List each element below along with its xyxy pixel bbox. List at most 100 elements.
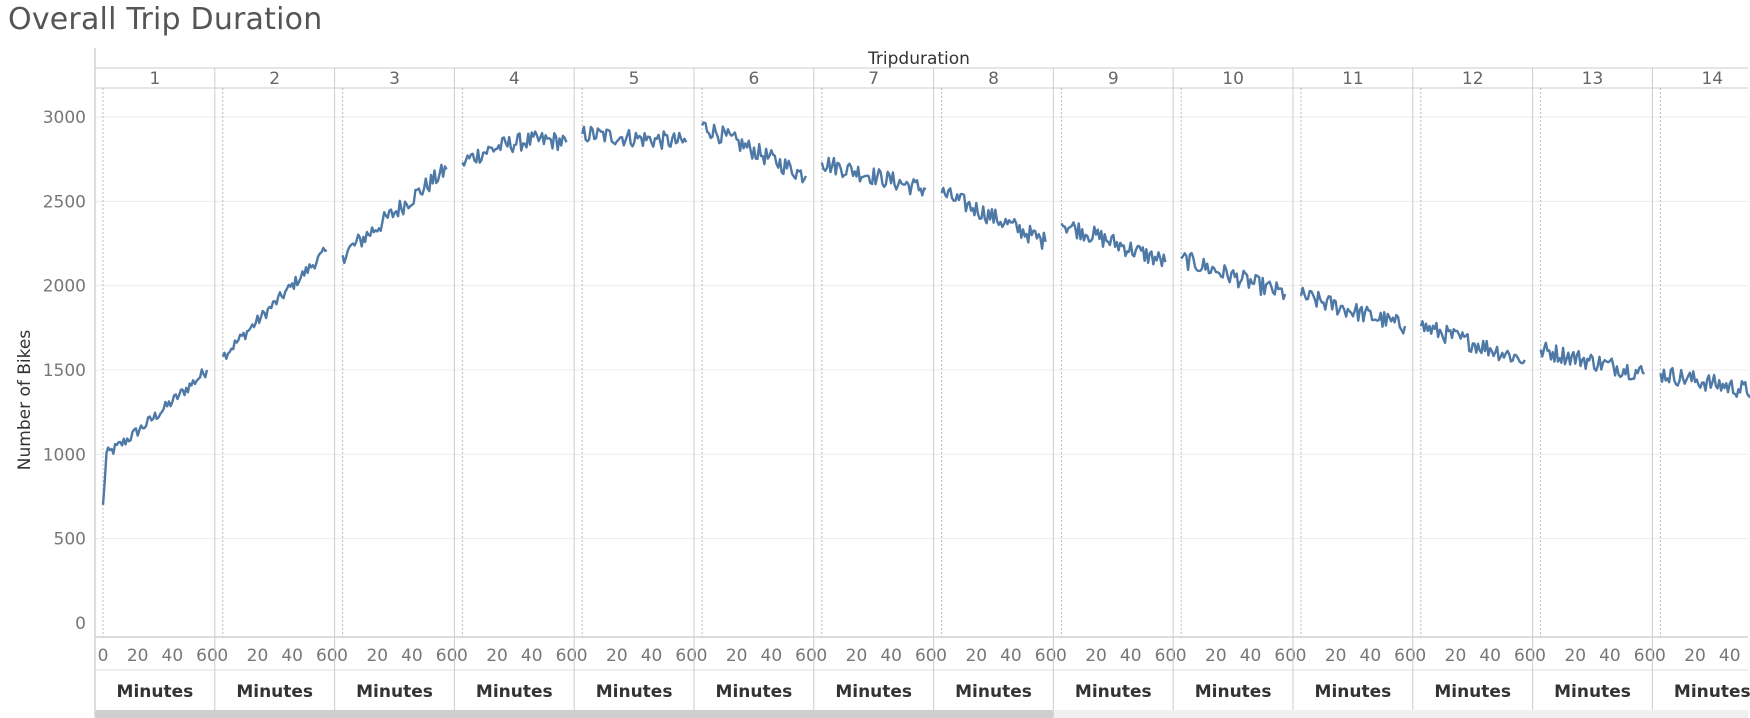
- x-tick-label: 0: [98, 646, 109, 666]
- chart-title: Overall Trip Duration: [8, 2, 323, 37]
- series-line: [940, 186, 1047, 250]
- x-tick-label: 40: [1479, 646, 1501, 666]
- series-line: [820, 156, 927, 197]
- x-tick-label: 0: [457, 646, 468, 666]
- series-line: [1299, 286, 1407, 335]
- y-tick-label: 2000: [43, 277, 86, 297]
- x-tick-label: 40: [1000, 646, 1022, 666]
- series-line: [581, 125, 688, 150]
- x-axis-title: Minutes: [716, 682, 793, 702]
- x-tick-label: 40: [1719, 646, 1741, 666]
- column-header-label: Tripduration: [867, 49, 970, 69]
- x-tick-label: 0: [1535, 646, 1546, 666]
- x-tick-label: 40: [281, 646, 303, 666]
- x-tick-label: 60: [1155, 646, 1177, 666]
- x-tick-label: 40: [641, 646, 663, 666]
- x-tick-label: 20: [606, 646, 628, 666]
- x-axis-title: Minutes: [1195, 682, 1272, 702]
- x-tick-label: 40: [880, 646, 902, 666]
- x-tick-label: 0: [217, 646, 228, 666]
- x-axis-title: Minutes: [1315, 682, 1392, 702]
- x-tick-label: 20: [1564, 646, 1586, 666]
- series-line: [1180, 251, 1287, 301]
- x-tick-label: 20: [1325, 646, 1347, 666]
- x-axis-title: Minutes: [1075, 682, 1152, 702]
- x-tick-label: 40: [1120, 646, 1142, 666]
- scrollbar-thumb[interactable]: [95, 710, 1054, 718]
- x-tick-label: 20: [965, 646, 987, 666]
- series-line: [1060, 221, 1167, 268]
- x-tick-label: 60: [556, 646, 578, 666]
- panel-header-label: 10: [1222, 69, 1244, 89]
- panel-header-label: 7: [868, 69, 879, 89]
- x-axis-title: Minutes: [117, 682, 194, 702]
- series-line: [101, 368, 209, 505]
- series-line: [700, 121, 808, 184]
- x-axis-title: Minutes: [1554, 682, 1631, 702]
- x-tick-label: 0: [1296, 646, 1307, 666]
- x-axis-title: Minutes: [476, 682, 553, 702]
- x-tick-label: 20: [1445, 646, 1467, 666]
- series-line: [1539, 341, 1645, 381]
- y-tick-label: 1000: [43, 445, 86, 465]
- x-tick-label: 0: [697, 646, 708, 666]
- x-tick-label: 60: [1274, 646, 1296, 666]
- y-tick-label: 0: [75, 614, 86, 634]
- panel-header-label: 5: [629, 69, 640, 89]
- x-axis-title: Minutes: [1674, 682, 1750, 702]
- panel-header-label: 13: [1582, 69, 1604, 89]
- x-tick-label: 0: [936, 646, 947, 666]
- series-line: [341, 163, 448, 265]
- x-tick-label: 20: [486, 646, 508, 666]
- panel-header-label: 4: [509, 69, 520, 89]
- y-tick-label: 1500: [43, 361, 86, 381]
- panel-header-label: 11: [1342, 69, 1364, 89]
- series-line: [1419, 320, 1526, 365]
- x-tick-label: 60: [1035, 646, 1057, 666]
- panel-header-label: 2: [269, 69, 280, 89]
- x-tick-label: 60: [675, 646, 697, 666]
- x-tick-label: 20: [846, 646, 868, 666]
- x-tick-label: 0: [816, 646, 827, 666]
- series-line: [461, 130, 568, 167]
- y-tick-label: 2500: [43, 192, 86, 212]
- x-tick-label: 60: [795, 646, 817, 666]
- x-tick-label: 20: [366, 646, 388, 666]
- y-tick-label: 3000: [43, 108, 86, 128]
- x-tick-label: 0: [1176, 646, 1187, 666]
- x-axis-title: Minutes: [236, 682, 313, 702]
- panel-header-label: 9: [1108, 69, 1119, 89]
- x-tick-label: 0: [1415, 646, 1426, 666]
- x-tick-label: 40: [162, 646, 184, 666]
- x-tick-label: 40: [521, 646, 543, 666]
- y-tick-label: 500: [54, 530, 86, 550]
- panel-header-label: 1: [149, 69, 160, 89]
- x-tick-label: 20: [247, 646, 269, 666]
- panel-header-label: 8: [988, 69, 999, 89]
- x-tick-label: 20: [1684, 646, 1706, 666]
- x-tick-label: 20: [726, 646, 748, 666]
- x-axis-title: Minutes: [596, 682, 673, 702]
- x-tick-label: 40: [1240, 646, 1262, 666]
- panel-header-label: 12: [1462, 69, 1484, 89]
- panel-header-label: 6: [748, 69, 759, 89]
- x-tick-label: 60: [316, 646, 338, 666]
- x-tick-label: 0: [577, 646, 588, 666]
- x-tick-label: 20: [127, 646, 149, 666]
- panel-header-label: 14: [1701, 69, 1723, 89]
- x-tick-label: 0: [1056, 646, 1067, 666]
- series-line: [221, 246, 328, 360]
- x-tick-label: 40: [761, 646, 783, 666]
